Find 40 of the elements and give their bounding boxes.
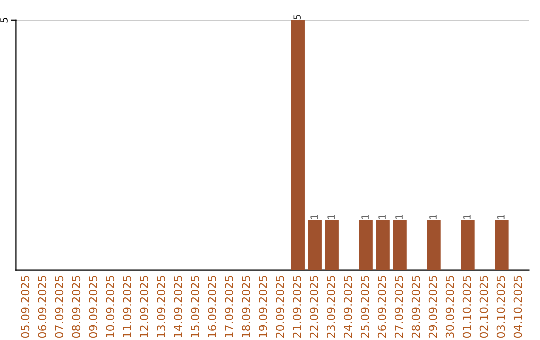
x-tick-label: 09.09.2025 bbox=[89, 276, 98, 338]
x-tick-label: 18.09.2025 bbox=[242, 276, 250, 338]
data-label: 1 bbox=[328, 215, 335, 220]
x-tick-label: 23.09.2025 bbox=[326, 276, 336, 338]
data-label: 1 bbox=[310, 215, 318, 220]
x-tick-label: 24.09.2025 bbox=[344, 276, 352, 338]
x-tick-label: 11.09.2025 bbox=[123, 276, 132, 338]
x-tick-label: 19.09.2025 bbox=[259, 276, 268, 338]
x-tick-label: 22.09.2025 bbox=[310, 276, 318, 338]
data-label: 1 bbox=[498, 215, 505, 220]
x-tick-label: 30.09.2025 bbox=[446, 276, 454, 338]
data-label: 1 bbox=[378, 215, 386, 220]
x-tick-label: 13.09.2025 bbox=[157, 276, 166, 338]
x-tick-label: 05.09.2025 bbox=[21, 276, 30, 338]
x-tick-label: 28.09.2025 bbox=[412, 276, 420, 338]
x-tick-label: 10.09.2025 bbox=[106, 276, 115, 338]
x-tick-label: 25.09.2025 bbox=[360, 276, 370, 338]
x-tick-label: 02.10.2025 bbox=[480, 276, 488, 338]
x-tick-label: 26.09.2025 bbox=[378, 276, 386, 338]
data-label: 1 bbox=[464, 215, 471, 220]
x-tick-label: 17.09.2025 bbox=[225, 276, 234, 338]
x-tick-label: 20.09.2025 bbox=[276, 276, 284, 338]
x-tick-label: 12.09.2025 bbox=[140, 276, 149, 338]
x-tick-label: 07.09.2025 bbox=[55, 276, 64, 338]
x-tick-label: 04.10.2025 bbox=[514, 276, 522, 338]
data-label: 1 bbox=[430, 215, 437, 220]
x-tick-label: 21.09.2025 bbox=[293, 276, 302, 338]
x-tick-label: 01.10.2025 bbox=[462, 276, 472, 338]
x-tick-label: 14.09.2025 bbox=[174, 276, 182, 338]
data-label: 1 bbox=[362, 215, 369, 220]
data-label: 1 bbox=[396, 215, 403, 220]
x-tick-label: 06.09.2025 bbox=[38, 276, 47, 338]
x-tick-label: 16.09.2025 bbox=[208, 276, 216, 338]
x-tick-label: 03.10.2025 bbox=[496, 276, 506, 338]
x-tick-label: 29.09.2025 bbox=[428, 276, 438, 338]
x-tick-label: 08.09.2025 bbox=[72, 276, 81, 338]
x-tick-label: 15.09.2025 bbox=[191, 276, 200, 338]
x-tick-label: 27.09.2025 bbox=[394, 276, 404, 338]
ref-line-label: 5 bbox=[0, 18, 8, 23]
data-label: 5 bbox=[294, 15, 301, 20]
